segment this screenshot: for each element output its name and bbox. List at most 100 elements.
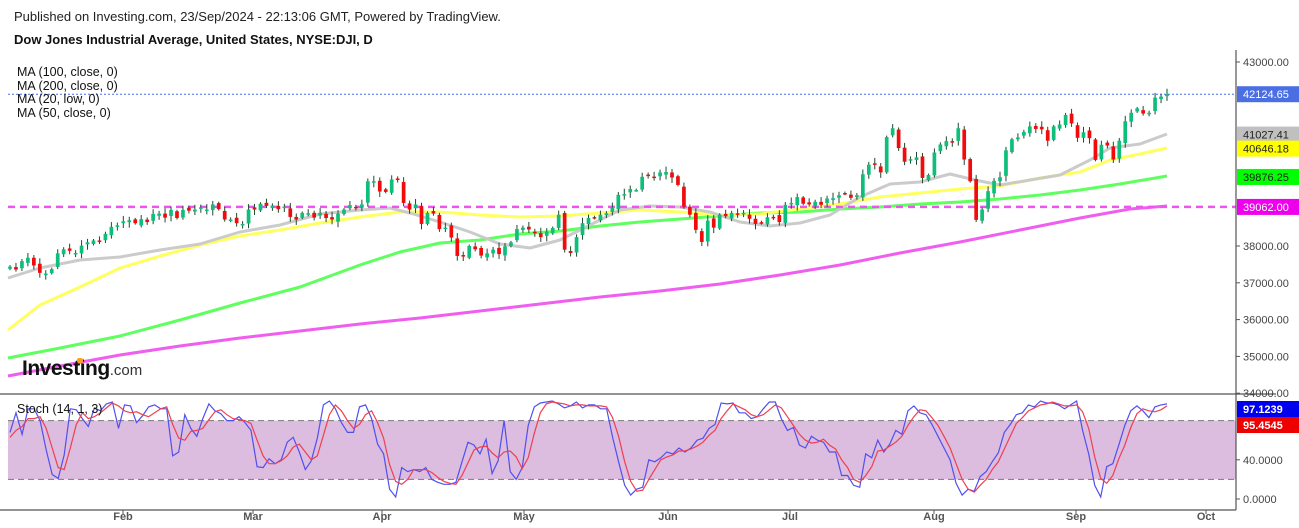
candle-body[interactable] <box>813 201 817 207</box>
candle-body[interactable] <box>330 217 334 220</box>
candle-body[interactable] <box>145 219 150 223</box>
candle-body[interactable] <box>640 176 645 190</box>
candle-body[interactable] <box>103 233 108 241</box>
candle-body[interactable] <box>204 209 209 212</box>
candle-body[interactable] <box>646 174 650 177</box>
candle-body[interactable] <box>944 141 949 147</box>
candle-body[interactable] <box>37 263 42 273</box>
candle-body[interactable] <box>503 246 507 256</box>
candle-body[interactable] <box>1045 130 1050 141</box>
candle-body[interactable] <box>992 180 996 194</box>
candle-body[interactable] <box>556 214 561 228</box>
candle-body[interactable] <box>389 179 394 193</box>
candle-body[interactable] <box>682 186 686 207</box>
candle-body[interactable] <box>759 222 764 224</box>
candle-body[interactable] <box>306 213 311 215</box>
candle-body[interactable] <box>32 257 36 266</box>
candle-body[interactable] <box>1111 146 1116 160</box>
candle-body[interactable] <box>198 207 203 209</box>
candle-body[interactable] <box>1057 124 1062 129</box>
candle-body[interactable] <box>127 220 132 223</box>
legend-ma50[interactable]: MA (50, close, 0) <box>17 105 111 120</box>
candle-body[interactable] <box>831 198 835 200</box>
candle-body[interactable] <box>49 269 54 274</box>
candle-body[interactable] <box>515 229 519 241</box>
candle-body[interactable] <box>962 129 967 160</box>
candle-body[interactable] <box>121 221 126 224</box>
ma200-line[interactable] <box>7 204 1168 378</box>
candle-body[interactable] <box>1099 144 1104 160</box>
candle-body[interactable] <box>425 212 430 224</box>
candle-body[interactable] <box>860 174 865 198</box>
candle-body[interactable] <box>1051 126 1056 140</box>
candle-body[interactable] <box>461 255 466 257</box>
candle-body[interactable] <box>920 156 925 178</box>
ma100-line[interactable] <box>7 174 1168 360</box>
stoch-legend[interactable]: Stoch (14, 1, 3) <box>17 402 103 416</box>
candle-body[interactable] <box>884 137 889 173</box>
candle-body[interactable] <box>896 129 901 149</box>
candle-body[interactable] <box>234 217 239 224</box>
candle-body[interactable] <box>664 172 668 175</box>
candle-body[interactable] <box>604 213 609 216</box>
candle-body[interactable] <box>20 261 24 269</box>
candle-body[interactable] <box>1129 112 1134 122</box>
candle-body[interactable] <box>592 217 597 219</box>
candle-body[interactable] <box>974 179 979 220</box>
candle-body[interactable] <box>91 240 96 245</box>
candle-body[interactable] <box>1016 137 1020 140</box>
candle-body[interactable] <box>544 231 549 236</box>
candle-body[interactable] <box>246 209 251 224</box>
candle-body[interactable] <box>735 213 740 215</box>
candle-body[interactable] <box>437 214 442 230</box>
candle-body[interactable] <box>586 218 591 225</box>
candle-body[interactable] <box>807 202 812 205</box>
candle-body[interactable] <box>1123 121 1128 143</box>
candle-body[interactable] <box>61 249 66 255</box>
candle-body[interactable] <box>789 202 794 205</box>
candle-body[interactable] <box>383 189 388 192</box>
candle-body[interactable] <box>1105 142 1110 146</box>
candle-body[interactable] <box>97 240 102 242</box>
candle-body[interactable] <box>950 141 955 143</box>
candle-body[interactable] <box>479 247 483 256</box>
candle-body[interactable] <box>85 242 90 245</box>
candle-body[interactable] <box>723 213 728 217</box>
candle-body[interactable] <box>115 225 120 227</box>
candle-body[interactable] <box>658 172 662 177</box>
candle-body[interactable] <box>538 233 543 238</box>
candle-body[interactable] <box>777 215 782 223</box>
candle-body[interactable] <box>43 273 48 276</box>
candle-body[interactable] <box>26 257 30 263</box>
candle-body[interactable] <box>878 166 883 173</box>
candle-body[interactable] <box>1010 139 1014 153</box>
candle-body[interactable] <box>360 204 364 208</box>
candle-body[interactable] <box>717 214 722 229</box>
candle-body[interactable] <box>73 252 78 255</box>
candle-body[interactable] <box>324 213 328 219</box>
candle-body[interactable] <box>431 211 436 214</box>
candle-body[interactable] <box>491 249 495 254</box>
candle-body[interactable] <box>938 144 943 152</box>
candle-body[interactable] <box>616 194 621 210</box>
candle-body[interactable] <box>688 206 692 215</box>
candle-body[interactable] <box>365 181 370 203</box>
candle-body[interactable] <box>67 248 72 251</box>
candle-body[interactable] <box>139 219 144 226</box>
candle-body[interactable] <box>175 211 179 219</box>
candle-body[interactable] <box>109 226 114 236</box>
candle-body[interactable] <box>521 227 525 230</box>
candle-body[interactable] <box>216 203 221 210</box>
candle-body[interactable] <box>622 194 627 196</box>
candle-body[interactable] <box>342 209 346 215</box>
candle-body[interactable] <box>157 213 161 216</box>
candle-body[interactable] <box>294 216 299 220</box>
candle-body[interactable] <box>288 208 293 217</box>
candle-body[interactable] <box>55 253 60 267</box>
candle-body[interactable] <box>133 219 138 224</box>
candle-body[interactable] <box>652 176 656 179</box>
candle-body[interactable] <box>485 253 489 258</box>
candle-body[interactable] <box>872 163 877 165</box>
candle-body[interactable] <box>598 214 603 221</box>
